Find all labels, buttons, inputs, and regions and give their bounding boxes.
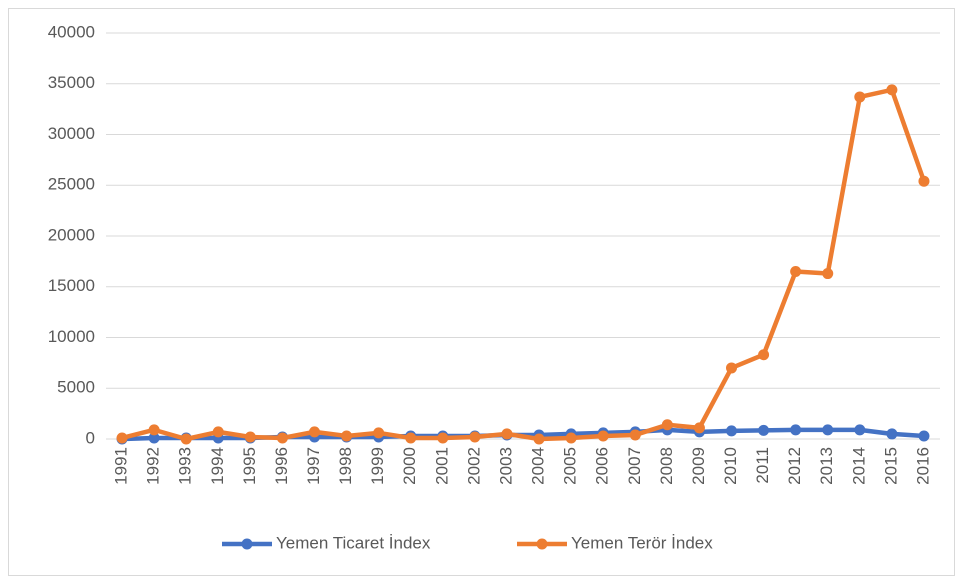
data-point [758,424,770,436]
grid [106,32,940,440]
data-point [116,432,128,444]
x-tick-label: 2001 [432,447,451,485]
data-point [469,431,481,443]
data-point [148,424,160,436]
data-point [501,428,513,440]
y-tick-label: 5000 [57,378,95,397]
y-tick-label: 15000 [48,276,95,295]
data-point [533,433,545,445]
y-tick-label: 0 [86,428,95,447]
y-tick-label: 40000 [48,22,95,41]
x-tick-label: 2005 [561,447,580,485]
x-tick-label: 1996 [272,447,291,485]
x-tick-label: 2016 [913,447,932,485]
y-tick-label: 10000 [48,327,95,346]
x-tick-label: 2009 [689,447,708,485]
data-point [437,432,449,444]
x-tick-label: 2006 [593,447,612,485]
data-point [373,427,385,439]
data-point [886,84,898,96]
data-point [854,424,866,436]
data-point [276,432,288,444]
x-tick-label: 1994 [208,447,227,485]
x-tick-label: 1997 [304,447,323,485]
y-tick-label: 35000 [48,73,95,92]
y-tick-label: 30000 [48,124,95,143]
data-point [405,432,417,444]
data-point [597,430,609,442]
x-tick-label: 2003 [496,447,515,485]
legend-marker [241,538,253,550]
data-point [822,268,834,280]
x-tick-label: 1992 [144,447,163,485]
chart-border [8,8,955,576]
x-tick-label: 1999 [368,447,387,485]
x-tick-label: 2015 [881,447,900,485]
data-point [244,431,256,443]
data-point [758,349,770,361]
data-point [854,91,866,103]
legend-label: Yemen Ticaret İndex [276,533,431,552]
y-tick-label: 20000 [48,225,95,244]
marks [116,84,930,445]
data-point [790,424,802,436]
x-tick-label: 2013 [817,447,836,485]
data-point [693,422,705,434]
data-point [180,433,192,445]
x-tick-label: 2000 [400,447,419,485]
legend-label: Yemen Terör İndex [571,533,713,552]
data-point [790,266,802,278]
x-tick-label: 2011 [753,447,772,484]
x-tick-label: 1993 [176,447,195,485]
data-point [148,432,160,444]
x-tick-label: 1995 [240,447,259,485]
data-point [629,429,641,441]
data-point [341,430,353,442]
data-point [886,428,898,440]
x-tick-label: 2007 [625,447,644,485]
data-point [918,175,930,187]
x-tick-label: 2004 [529,447,548,485]
x-tick-label: 1998 [336,447,355,485]
data-point [918,430,930,442]
x-tick-label: 1991 [112,447,131,485]
data-point [212,426,224,438]
x-tick-label: 2014 [849,447,868,485]
y-tick-label: 25000 [48,175,95,194]
x-tick-label: 2012 [785,447,804,485]
data-point [726,362,737,374]
x-tick-label: 2010 [721,447,740,485]
data-point [309,426,320,438]
data-point [565,432,577,444]
data-point [726,425,737,437]
legend-marker [536,538,548,550]
x-tick-label: 2002 [464,447,483,485]
data-point [661,419,673,431]
x-tick-label: 2008 [657,447,676,485]
data-point [822,424,834,436]
